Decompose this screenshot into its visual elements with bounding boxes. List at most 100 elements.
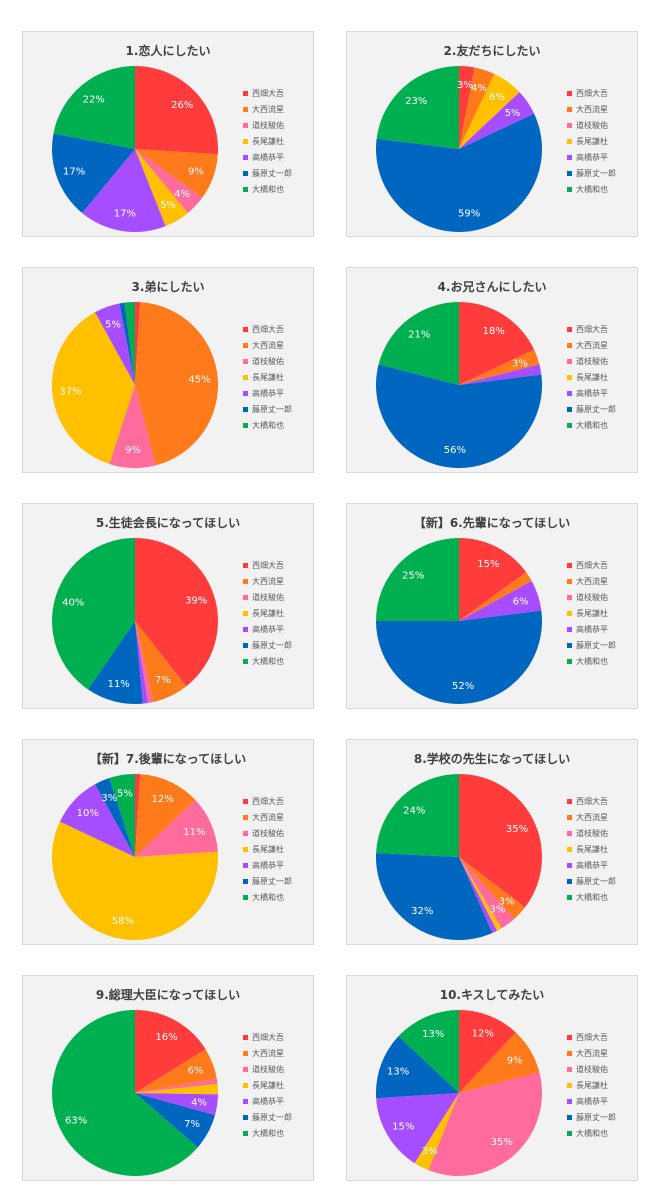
legend-swatch (243, 879, 248, 884)
legend-swatch (243, 1131, 248, 1136)
data-label: 35% (506, 824, 528, 835)
legend-swatch (567, 1099, 572, 1104)
pie-slice (459, 572, 532, 621)
pie-slice (376, 610, 542, 704)
legend-label: 高橋恭平 (252, 153, 284, 162)
legend-swatch (243, 815, 248, 820)
data-label: 59% (458, 208, 480, 219)
data-label: 17% (63, 166, 85, 177)
pie-slice (459, 857, 498, 934)
pie-slice (135, 301, 141, 385)
pie-chart: 3%4%6%5% 59% 23% (375, 65, 542, 232)
legend-swatch (567, 1083, 572, 1088)
pie-slice (135, 1078, 218, 1093)
pie-slice (135, 621, 149, 704)
pie-slice (459, 857, 502, 931)
legend-swatch (243, 1099, 248, 1104)
data-label: 13% (422, 1029, 444, 1040)
pie-chart: 15% 6% 52% 25% (376, 538, 542, 704)
legend-swatch (567, 343, 572, 348)
data-label: 6% (513, 597, 529, 608)
data-label: 3% (512, 359, 528, 370)
chart-panel: 8.学校の先生になってほしい 35% 3% 3% 32% 24% 西畑大吾 大西流星 道枝駿佑長… (346, 739, 638, 945)
chart-title: 【新】7.後輩になってほしい (89, 752, 247, 766)
legend-label: 道枝駿佑 (252, 593, 284, 602)
legend-label: 大西流星 (252, 1049, 284, 1058)
pie-slice (376, 774, 459, 857)
data-label: 3% (101, 793, 117, 804)
data-label: 9% (188, 166, 204, 177)
data-label: 6% (489, 92, 505, 103)
data-label: 24% (403, 806, 425, 817)
legend-label: 高橋恭平 (252, 389, 284, 398)
legend-swatch (567, 107, 572, 112)
legend-label: 高橋恭平 (576, 625, 608, 634)
pie-slice (87, 621, 143, 704)
legend-swatch (567, 91, 572, 96)
legend-label: 高橋恭平 (252, 1097, 284, 1106)
data-label: 32% (411, 906, 433, 917)
legend-swatch (243, 359, 248, 364)
legend-label: 道枝駿佑 (576, 357, 608, 366)
chart-title: 2.友だちにしたい (443, 44, 541, 58)
legend-label: 大橋和也 (252, 421, 284, 430)
data-label: 12% (472, 1028, 494, 1039)
data-label: 5% (505, 108, 521, 119)
legend-label: 道枝駿佑 (576, 1065, 608, 1074)
legend-swatch (567, 1051, 572, 1056)
legend-label: 長尾謙杜 (576, 609, 608, 618)
legend-swatch (243, 627, 248, 632)
legend-label: 道枝駿佑 (252, 357, 284, 366)
pie-slice (51, 312, 136, 464)
legend-swatch (243, 831, 248, 836)
legend-label: 西畑大吾 (576, 89, 608, 98)
chart-panel: 2.友だちにしたい 3% 4% 6% 5% 59% 23% 西畑大吾 大西流星 道枝駿佑 長尾謙杜高… (346, 31, 638, 237)
legend-swatch (567, 171, 572, 176)
legend-label: 大西流星 (252, 813, 284, 822)
legend-swatch (243, 799, 248, 804)
legend-label: 高橋恭平 (576, 861, 608, 870)
legend-swatch (243, 139, 248, 144)
data-label: 3% (422, 1146, 438, 1157)
chart-panel: 【新】6.先輩になってほしい 15% 6% 52% 25% 西畑大吾 大西流星 道枝駿佑 長尾謙… (346, 503, 638, 709)
legend-label: 大西流星 (252, 577, 284, 586)
legend-swatch (243, 1083, 248, 1088)
legend-swatch (243, 863, 248, 868)
pie-chart: 16% 6% 4% 7% 63% (51, 1010, 219, 1176)
pie-slice (459, 66, 475, 149)
legend-swatch (567, 139, 572, 144)
legend-label: 西畑大吾 (252, 797, 284, 806)
pie-chart: 35% 3%3% 32% 24% (375, 774, 543, 941)
pie-slice (428, 1072, 542, 1176)
legend-label: 高橋恭平 (576, 1097, 608, 1106)
data-label: 52% (452, 681, 474, 692)
pie-slice (459, 1032, 540, 1093)
pie-slice (135, 302, 219, 466)
data-label: 3% (489, 905, 505, 916)
data-label: 26% (171, 100, 193, 111)
legend-swatch (243, 1115, 248, 1120)
legend-label: 長尾謙杜 (252, 1081, 284, 1090)
data-label: 58% (112, 916, 134, 927)
legend-swatch (243, 659, 248, 664)
legend-swatch (567, 123, 572, 128)
pie-slice (124, 302, 135, 385)
legend-label: 長尾謙杜 (576, 845, 608, 854)
chart-title: 4.お兄さんにしたい (437, 280, 547, 294)
pie-chart: 45% 9% 37% 5% (51, 301, 219, 468)
legend-label: 藤原丈一郎 (576, 877, 616, 886)
legend-label: 藤原丈一郎 (252, 877, 292, 886)
legend-swatch (567, 423, 572, 428)
legend-label: 大橋和也 (252, 657, 284, 666)
data-label: 21% (408, 329, 430, 340)
legend-label: 大橋和也 (252, 893, 284, 902)
legend-swatch (567, 815, 572, 820)
legend-label: 西畑大吾 (576, 797, 608, 806)
legend-swatch (567, 863, 572, 868)
pie-slice (95, 778, 135, 857)
legend-label: 長尾謙杜 (252, 373, 284, 382)
legend-label: 藤原丈一郎 (576, 641, 616, 650)
legend-label: 大西流星 (576, 813, 608, 822)
legend-swatch (567, 799, 572, 804)
data-label: 5% (105, 320, 121, 331)
